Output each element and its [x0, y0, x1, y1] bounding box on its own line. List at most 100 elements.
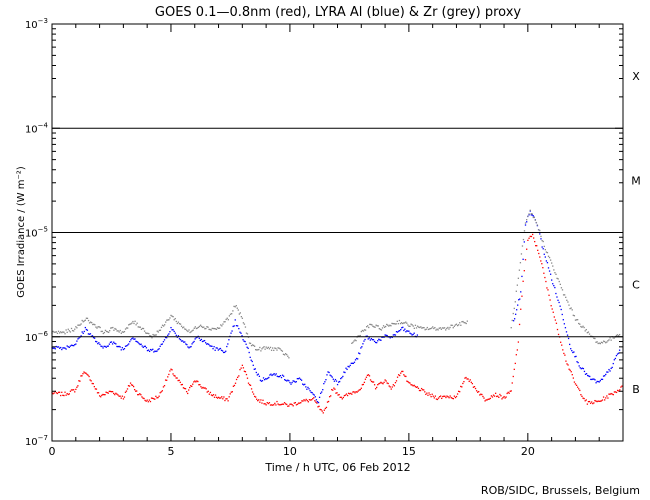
data-point — [590, 378, 592, 381]
data-point — [158, 395, 160, 397]
data-point — [422, 389, 424, 391]
data-point — [143, 345, 145, 348]
data-point — [301, 400, 303, 402]
data-point — [537, 229, 540, 231]
data-point — [211, 394, 214, 397]
data-point — [544, 256, 546, 258]
data-point — [580, 368, 582, 370]
data-point — [514, 301, 516, 303]
data-point — [397, 323, 399, 325]
data-point — [484, 400, 486, 402]
data-point — [213, 327, 216, 330]
data-point — [442, 327, 445, 329]
data-point — [118, 331, 120, 333]
data-point — [276, 375, 278, 377]
data-point — [392, 384, 394, 386]
data-point — [570, 371, 572, 373]
data-point — [445, 396, 447, 399]
data-point — [370, 338, 373, 340]
data-point — [512, 312, 514, 315]
data-point — [286, 403, 288, 406]
data-point — [90, 380, 92, 382]
data-point — [185, 390, 188, 393]
data-point — [100, 345, 102, 347]
data-point — [326, 401, 329, 403]
data-point — [573, 381, 576, 383]
data-point — [276, 349, 278, 351]
flare-class-label: B — [632, 383, 640, 396]
data-point — [260, 399, 262, 401]
data-point — [115, 328, 117, 330]
data-point — [544, 276, 546, 279]
data-point — [256, 349, 258, 351]
data-point — [290, 383, 292, 385]
data-point — [390, 388, 392, 390]
data-point — [539, 229, 541, 232]
data-point — [574, 383, 577, 385]
data-point — [200, 338, 203, 341]
data-point — [605, 342, 607, 344]
data-point — [120, 349, 122, 351]
data-point — [546, 287, 548, 289]
data-point — [235, 325, 238, 327]
data-point — [198, 325, 201, 328]
data-point — [452, 398, 454, 400]
data-point — [83, 320, 85, 322]
data-point — [514, 362, 516, 365]
data-point — [345, 367, 347, 369]
data-point — [356, 358, 359, 360]
data-point — [382, 383, 384, 385]
data-point — [228, 315, 231, 317]
data-point — [269, 374, 271, 376]
data-point — [219, 347, 222, 350]
data-point — [77, 324, 79, 326]
data-point — [117, 330, 119, 332]
data-point — [96, 341, 98, 343]
data-point — [436, 328, 438, 330]
data-point — [280, 403, 282, 406]
data-point — [599, 342, 601, 345]
data-point — [173, 330, 175, 333]
data-point — [554, 319, 557, 321]
data-point — [594, 379, 596, 381]
data-point — [573, 351, 575, 353]
data-point — [345, 393, 348, 395]
data-point — [359, 352, 361, 355]
data-point — [587, 331, 590, 333]
data-point — [530, 213, 532, 215]
data-point — [435, 329, 437, 331]
data-point — [137, 341, 139, 344]
data-point — [574, 319, 577, 321]
data-point — [521, 295, 523, 297]
data-point — [389, 337, 391, 339]
data-point — [149, 335, 151, 337]
data-point — [183, 387, 186, 390]
data-point — [121, 395, 123, 397]
data-point — [539, 256, 541, 258]
data-point — [441, 397, 443, 400]
data-point — [180, 325, 183, 327]
data-point — [561, 313, 563, 316]
data-point — [553, 285, 555, 287]
data-point — [82, 321, 84, 323]
data-point — [367, 338, 369, 340]
data-point — [205, 327, 207, 330]
data-point — [62, 347, 64, 349]
data-point — [524, 259, 527, 261]
data-point — [290, 403, 292, 405]
data-point — [122, 331, 125, 333]
data-point — [481, 393, 483, 396]
data-point — [155, 395, 157, 397]
data-point — [139, 343, 141, 346]
data-point — [374, 326, 376, 328]
data-point — [543, 272, 545, 274]
data-point — [161, 390, 164, 392]
data-point — [204, 328, 206, 330]
data-point — [84, 326, 87, 329]
data-point — [115, 343, 117, 345]
data-point — [378, 338, 380, 340]
data-point — [566, 334, 569, 336]
data-point — [516, 349, 518, 351]
data-point — [285, 379, 287, 382]
data-point — [436, 398, 439, 401]
